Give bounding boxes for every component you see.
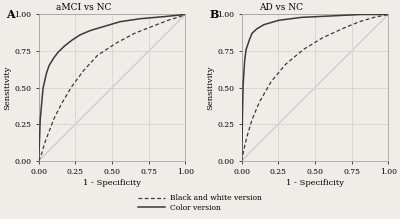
X-axis label: 1 - Specificity: 1 - Specificity <box>286 179 344 187</box>
Text: AD vs NC: AD vs NC <box>259 3 303 12</box>
Text: aMCI vs NC: aMCI vs NC <box>56 3 112 12</box>
Text: A: A <box>6 9 15 20</box>
X-axis label: 1 - Specificity: 1 - Specificity <box>83 179 141 187</box>
Y-axis label: Sensitivity: Sensitivity <box>206 65 214 110</box>
Text: B: B <box>210 9 219 20</box>
Legend: Black and white version, Color version: Black and white version, Color version <box>135 191 265 215</box>
Y-axis label: Sensitivity: Sensitivity <box>3 65 11 110</box>
